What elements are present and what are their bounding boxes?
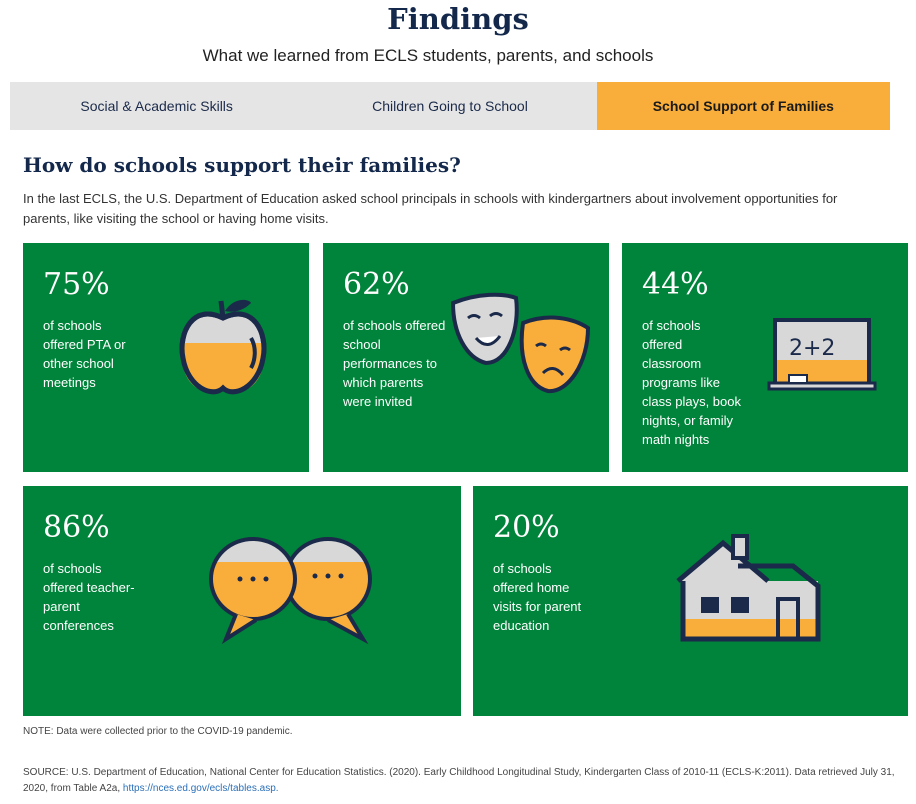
stat-percent: 20% bbox=[493, 510, 560, 545]
stat-card-home-visits: 20% of schools offered home visits for p… bbox=[473, 486, 908, 716]
stat-description: of schools offered PTA or other school m… bbox=[43, 318, 126, 390]
section-intro: In the last ECLS, the U.S. Department of… bbox=[23, 191, 838, 226]
board-text: 2+2 bbox=[789, 336, 835, 361]
section-title: How do schools support their families? bbox=[23, 153, 461, 177]
stat-percent: 44% bbox=[642, 267, 709, 302]
tab-bar: Social & Academic Skills Children Going … bbox=[10, 82, 890, 130]
apple-icon bbox=[179, 299, 267, 395]
speech-bubbles-icon bbox=[209, 537, 372, 645]
tab-children-going-to-school[interactable]: Children Going to School bbox=[303, 82, 597, 130]
stat-percent: 75% bbox=[43, 267, 110, 302]
source-text: SOURCE: U.S. Department of Education, Na… bbox=[23, 767, 895, 794]
house-icon bbox=[676, 534, 821, 642]
stat-percent: 62% bbox=[343, 267, 410, 302]
stat-description: of schools offered teacher-parent confer… bbox=[43, 561, 135, 633]
source-link[interactable]: https://nces.ed.gov/ecls/tables.asp. bbox=[122, 783, 279, 794]
stat-card-performances: 62% of schools offered school performanc… bbox=[323, 243, 609, 472]
stat-description: of schools offered home visits for paren… bbox=[493, 561, 582, 633]
stat-percent: 86% bbox=[43, 510, 110, 545]
tab-social-academic-skills[interactable]: Social & Academic Skills bbox=[10, 82, 304, 130]
tab-school-support-of-families[interactable]: School Support of Families bbox=[596, 82, 890, 130]
footnote: NOTE: Data were collected prior to the C… bbox=[23, 726, 293, 737]
stat-card-pta: 75% of schools offered PTA or other scho… bbox=[23, 243, 309, 472]
stat-description: of schools offered classroom programs li… bbox=[642, 318, 741, 447]
chalkboard-icon: 2+2 bbox=[767, 318, 877, 391]
stat-description: of schools offered school performances t… bbox=[343, 318, 446, 409]
stat-card-classroom-programs: 44% of schools offered classroom program… bbox=[622, 243, 908, 472]
source-note: SOURCE: U.S. Department of Education, Na… bbox=[23, 765, 903, 797]
page-title: Findings bbox=[387, 2, 529, 36]
page-subtitle: What we learned from ECLS students, pare… bbox=[202, 46, 654, 65]
stat-card-conferences: 86% of schools offered teacher-parent co… bbox=[23, 486, 461, 716]
theater-masks-icon bbox=[450, 292, 591, 394]
